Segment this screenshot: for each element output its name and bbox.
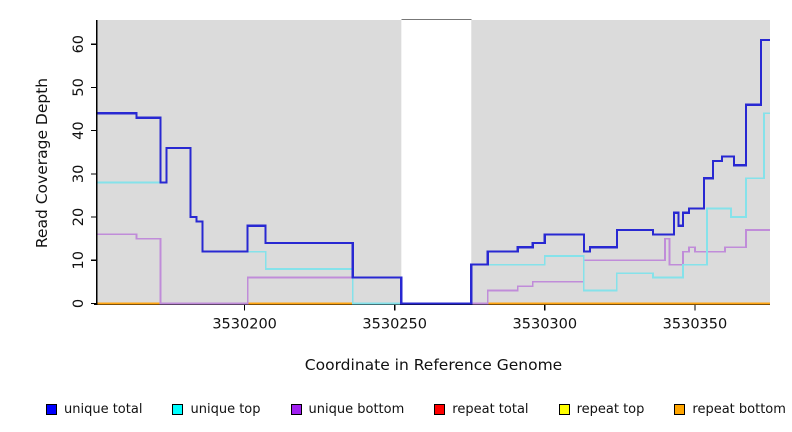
y-tick-label: 0 bbox=[71, 299, 87, 308]
legend-item-repeat-total: repeat total bbox=[434, 401, 529, 417]
legend-swatch-icon bbox=[46, 403, 57, 415]
x-axis-title: Coordinate in Reference Genome bbox=[304, 356, 563, 374]
y-tick-label: 50 bbox=[71, 78, 87, 96]
legend-item-label: unique top bbox=[190, 401, 261, 417]
legend-item-unique-top: unique top bbox=[172, 401, 261, 417]
legend-item-repeat-bottom: repeat bottom bbox=[674, 402, 786, 417]
series-unique-total bbox=[97, 38, 770, 305]
x-tick-label: 3530250 bbox=[362, 317, 427, 333]
legend-item-label: unique total bbox=[64, 401, 143, 417]
legend-swatch-icon bbox=[434, 403, 446, 415]
y-axis-title: Read Coverage Depth bbox=[33, 77, 51, 248]
legend-item-repeat-top: repeat top bbox=[558, 401, 645, 417]
y-tick-label: 30 bbox=[71, 165, 87, 183]
y-tick-label: 20 bbox=[71, 208, 87, 226]
legend-item-label: unique bottom bbox=[308, 401, 405, 417]
x-tick-label: 3530200 bbox=[212, 317, 277, 333]
y-tick-label: 60 bbox=[71, 35, 87, 53]
legend-item-unique-bottom: unique bottom bbox=[290, 401, 405, 417]
legend-swatch-icon bbox=[290, 403, 302, 415]
legend-item-label: repeat bottom bbox=[692, 401, 786, 417]
legend-item-label: repeat total bbox=[452, 401, 529, 417]
legend-item-label: repeat top bbox=[576, 401, 645, 417]
y-tick-label: 40 bbox=[71, 121, 87, 139]
legend-swatch-icon bbox=[172, 403, 184, 415]
gap-region bbox=[401, 13, 472, 304]
y-tick-label: 10 bbox=[71, 251, 87, 269]
x-tick-label: 3530350 bbox=[663, 317, 728, 333]
legend-swatch-icon bbox=[674, 403, 686, 415]
legend-item-unique-total: unique total bbox=[46, 402, 142, 417]
legend: unique total unique top unique bottom repea… bbox=[46, 398, 786, 420]
x-tick-label: 3530300 bbox=[513, 317, 578, 333]
legend-swatch-icon bbox=[558, 403, 570, 415]
